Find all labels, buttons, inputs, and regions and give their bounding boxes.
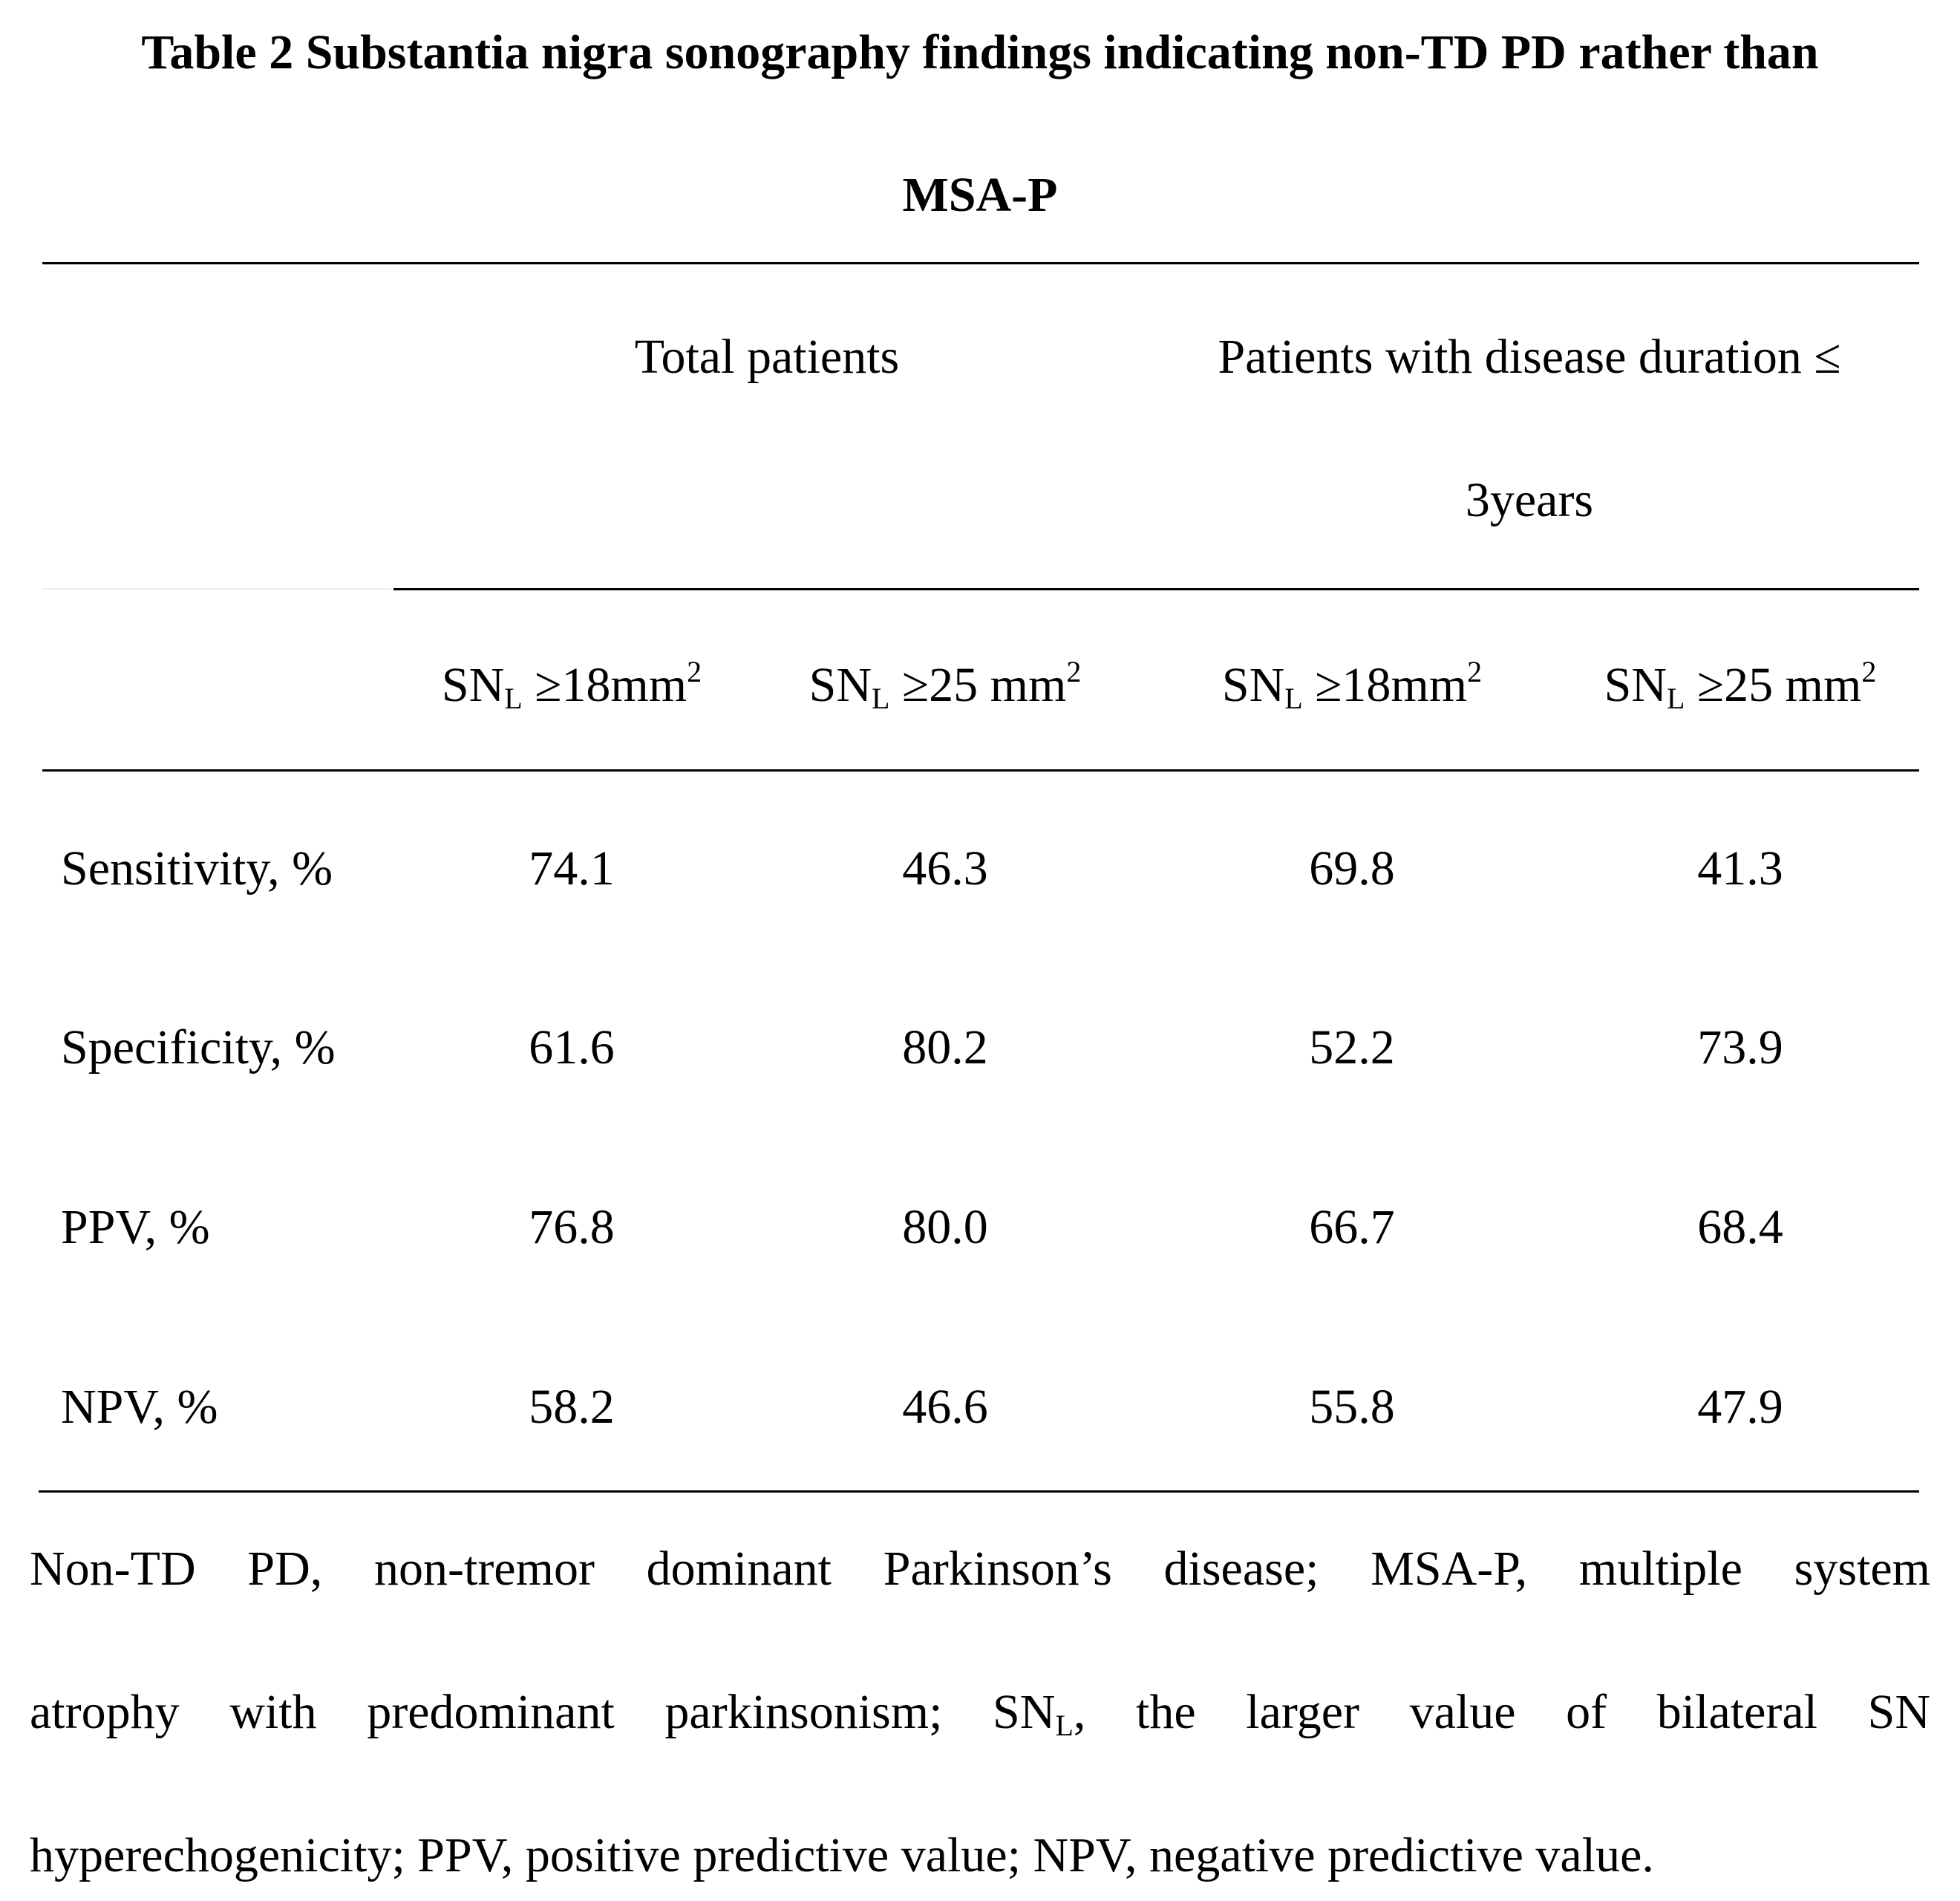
cell-ppv-total-25: 80.0	[902, 1200, 988, 1254]
column-header-short-25: SNL ≥25 mm2	[1604, 655, 1877, 715]
cell-npv-total-18: 58.2	[529, 1380, 615, 1434]
cell-npv-short-25: 47.9	[1697, 1380, 1783, 1434]
header-group-short-duration-line-1: Patients with disease duration ≤	[1218, 330, 1841, 384]
cell-specificity-short-18: 52.2	[1309, 1020, 1395, 1075]
cell-specificity-short-25: 73.9	[1697, 1020, 1783, 1075]
row-label-sensitivity: Sensitivity, %	[61, 841, 333, 896]
column-header-total-18: SNL ≥18mm2	[441, 655, 702, 715]
header-left-faint-rule	[42, 588, 391, 590]
row-label-specificity: Specificity, %	[61, 1020, 336, 1075]
cell-ppv-short-18: 66.7	[1309, 1200, 1395, 1254]
cell-sensitivity-short-18: 69.8	[1309, 841, 1395, 896]
row-label-npv: NPV, %	[61, 1380, 218, 1434]
cell-specificity-total-25: 80.2	[902, 1020, 988, 1075]
cell-sensitivity-total-25: 46.3	[902, 841, 988, 896]
top-rule	[42, 262, 1919, 264]
footnote-line-3: hyperechogenicity; PPV, positive predict…	[30, 1828, 1654, 1882]
cell-specificity-total-18: 61.6	[529, 1020, 615, 1075]
header-sub-rule	[393, 588, 1919, 590]
footnote-line-1: Non-TD PD, non-tremor dominant Parkinson…	[30, 1542, 1930, 1596]
cell-ppv-short-25: 68.4	[1697, 1200, 1783, 1254]
cell-sensitivity-short-25: 41.3	[1697, 841, 1783, 896]
column-header-total-25: SNL ≥25 mm2	[808, 655, 1082, 715]
column-header-short-18: SNL ≥18mm2	[1221, 655, 1483, 715]
table-title-line-2: MSA-P	[902, 168, 1058, 222]
footnote-line-2: atrophy with predominant parkinsonism; S…	[30, 1685, 1930, 1742]
table-bottom-rule	[39, 1490, 1919, 1493]
cell-npv-total-25: 46.6	[902, 1380, 988, 1434]
row-label-ppv: PPV, %	[61, 1200, 210, 1254]
header-group-short-duration-line-2: 3years	[1465, 473, 1594, 527]
header-bottom-rule	[42, 769, 1919, 772]
cell-ppv-total-18: 76.8	[529, 1200, 615, 1254]
header-group-total-patients: Total patients	[634, 330, 900, 384]
cell-npv-short-18: 55.8	[1309, 1380, 1395, 1434]
table-title-line-1: Table 2 Substantia nigra sonography find…	[141, 25, 1819, 79]
cell-sensitivity-total-18: 74.1	[529, 841, 615, 896]
